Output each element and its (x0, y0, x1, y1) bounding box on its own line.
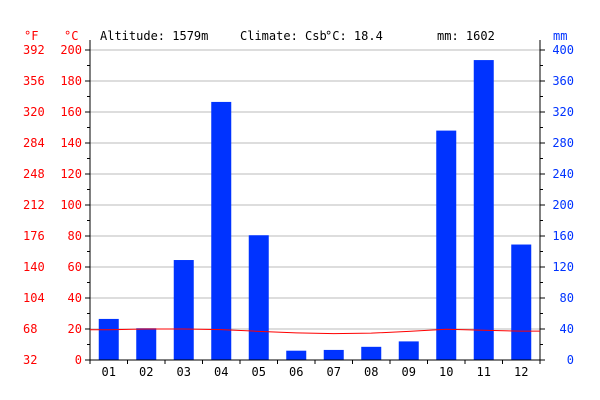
altitude-label: Altitude: 1579m (100, 29, 208, 43)
celsius-tick-label: 20 (68, 322, 82, 336)
mm-tick-label: 160 (552, 229, 574, 243)
precipitation-bar-11 (473, 60, 494, 360)
temperature-line-group (90, 328, 540, 335)
axes (85, 40, 545, 364)
celsius-tick-label: 160 (60, 105, 82, 119)
fahrenheit-tick-label: 284 (23, 136, 45, 150)
month-label-01: 01 (102, 365, 116, 379)
month-label-04: 04 (214, 365, 228, 379)
tick-labels: 0322068401046014080176100212120248140284… (23, 43, 574, 379)
mm-tick-label: 320 (552, 105, 574, 119)
precipitation-bar-07 (323, 349, 344, 360)
mm-tick-label: 200 (552, 198, 574, 212)
celsius-tick-label: 140 (60, 136, 82, 150)
precipitation-bar-09 (398, 341, 419, 360)
mm-tick-label: 40 (560, 322, 574, 336)
month-label-06: 06 (289, 365, 303, 379)
precipitation-bar-10 (436, 130, 457, 360)
fahrenheit-unit-label: °F (24, 29, 38, 43)
fahrenheit-tick-label: 68 (23, 322, 37, 336)
fahrenheit-tick-label: 176 (23, 229, 45, 243)
month-label-12: 12 (514, 365, 528, 379)
fahrenheit-tick-label: 140 (23, 260, 45, 274)
month-label-10: 10 (439, 365, 453, 379)
mm-tick-label: 80 (560, 291, 574, 305)
fahrenheit-tick-label: 104 (23, 291, 45, 305)
celsius-tick-label: 200 (60, 43, 82, 57)
celsius-tick-label: 80 (68, 229, 82, 243)
precipitation-bar-12 (511, 244, 532, 360)
mm-tick-label: 360 (552, 74, 574, 88)
month-label-08: 08 (364, 365, 378, 379)
mm-unit-label: mm (553, 29, 567, 43)
precipitation-bar-02 (136, 328, 157, 360)
temperature-line (90, 328, 540, 335)
celsius-tick-label: 60 (68, 260, 82, 274)
mm-tick-label: 120 (552, 260, 574, 274)
celsius-tick-label: 180 (60, 74, 82, 88)
mm-tick-label: 240 (552, 167, 574, 181)
mm-tick-label: 400 (552, 43, 574, 57)
fahrenheit-tick-label: 212 (23, 198, 45, 212)
fahrenheit-tick-label: 32 (23, 353, 37, 367)
precipitation-total-label: mm: 1602 (437, 29, 495, 43)
precipitation-bar-01 (98, 318, 119, 360)
fahrenheit-tick-label: 356 (23, 74, 45, 88)
mm-tick-label: 280 (552, 136, 574, 150)
month-label-05: 05 (252, 365, 266, 379)
celsius-unit-label: °C (64, 29, 78, 43)
precipitation-bar-06 (286, 350, 307, 360)
celsius-tick-label: 0 (75, 353, 82, 367)
month-label-07: 07 (327, 365, 341, 379)
mm-tick-label: 0 (567, 353, 574, 367)
precipitation-bar-08 (361, 346, 382, 360)
climate-label: Climate: Csb (240, 29, 327, 43)
temperature-average-label: °C: 18.4 (325, 29, 383, 43)
precipitation-bars (98, 60, 532, 361)
precipitation-bar-05 (248, 235, 269, 360)
fahrenheit-tick-label: 320 (23, 105, 45, 119)
fahrenheit-tick-label: 248 (23, 167, 45, 181)
month-label-09: 09 (402, 365, 416, 379)
fahrenheit-tick-label: 392 (23, 43, 45, 57)
month-label-11: 11 (477, 365, 491, 379)
gridlines (90, 49, 540, 330)
celsius-tick-label: 120 (60, 167, 82, 181)
celsius-tick-label: 100 (60, 198, 82, 212)
precipitation-bar-04 (211, 101, 232, 361)
month-label-02: 02 (139, 365, 153, 379)
month-label-03: 03 (177, 365, 191, 379)
precipitation-bar-03 (173, 260, 194, 360)
celsius-tick-label: 40 (68, 291, 82, 305)
